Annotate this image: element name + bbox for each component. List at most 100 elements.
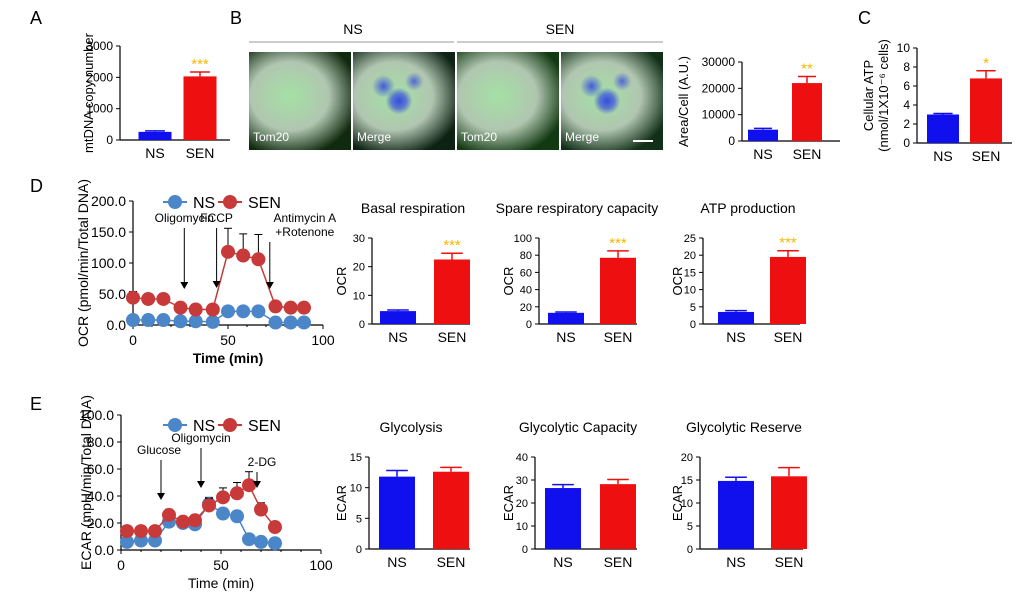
- data-point-ns: [221, 304, 235, 319]
- y-axis-label: OCR (pmol/min/Total DNA): [75, 179, 91, 347]
- data-point-sen: [268, 520, 282, 535]
- y-tick-label: 20: [516, 498, 528, 510]
- y-tick-label: 80: [520, 250, 532, 262]
- y-tick-label: 15: [681, 475, 693, 487]
- y-tick-label: 0: [359, 319, 365, 331]
- y-tick-label: 0: [728, 134, 735, 148]
- chart-title: Glycolytic Capacity: [519, 419, 637, 435]
- y-tick-label: 5: [356, 513, 362, 525]
- y-tick-label: 15: [684, 267, 696, 279]
- bar-ns: [138, 131, 172, 140]
- panel-letter-B: B: [230, 8, 242, 28]
- data-point-sen: [202, 498, 216, 513]
- y-tick-label: 0: [690, 319, 696, 331]
- micrograph-label: Merge: [357, 130, 392, 144]
- data-point-sen: [156, 291, 171, 306]
- data-point-sen: [173, 300, 188, 315]
- y-axis-label: OCR: [501, 267, 516, 296]
- significance-stars: ***: [191, 56, 209, 73]
- y-tick-label: 20: [684, 250, 696, 262]
- category-label: SEN: [604, 554, 633, 570]
- data-point-ns: [126, 313, 140, 328]
- panel-letter-E: E: [30, 394, 42, 414]
- legend-label: SEN: [248, 195, 281, 212]
- x-tick-label: 0: [129, 332, 137, 348]
- micrograph-2: Merge: [353, 52, 455, 150]
- legend-label: NS: [193, 418, 215, 435]
- category-label: NS: [753, 146, 772, 162]
- y-tick-label: 40.0: [87, 488, 114, 504]
- y-tick-label: 200.0: [91, 193, 126, 209]
- annotation-label: Antimycin A: [273, 211, 336, 225]
- category-label: SEN: [972, 148, 1001, 164]
- y-axis-label: Area/Cell (A.U.): [676, 56, 691, 147]
- data-point-ns: [156, 313, 171, 328]
- data-point-ns: [205, 314, 220, 329]
- y-tick-label: 0: [903, 136, 910, 150]
- y-axis-label: mtDNA copy number: [81, 32, 96, 153]
- group-label-ns: NS: [343, 21, 362, 37]
- annotation-label: Oligomycin: [155, 211, 214, 225]
- y-tick-label: 30000: [702, 55, 736, 69]
- y-tick-label: 10: [684, 285, 696, 297]
- y-tick-label: 30: [516, 475, 528, 487]
- category-label: SEN: [775, 554, 804, 570]
- y-tick-label: 25: [684, 233, 696, 245]
- category-label: SEN: [793, 146, 822, 162]
- category-label: NS: [553, 554, 572, 570]
- annotation-label-2: +Rotenone: [275, 225, 334, 239]
- data-point-ns: [188, 314, 203, 329]
- category-label: SEN: [437, 554, 466, 570]
- legend-label: NS: [193, 195, 215, 212]
- data-point-ns: [141, 313, 156, 328]
- y-tick-label: 2000: [86, 70, 113, 84]
- bar-ns: [545, 488, 581, 549]
- y-tick-label: 20: [353, 262, 365, 274]
- x-axis-label: Time (min): [193, 350, 264, 366]
- panel-letter-C: C: [858, 8, 871, 28]
- y-tick-label: 3000: [86, 39, 113, 53]
- y-tick-label: 30: [353, 233, 365, 245]
- data-point-sen: [205, 302, 220, 317]
- y-tick-label: 20: [520, 302, 532, 314]
- y-tick-label: 10: [516, 521, 528, 533]
- arrow-head: [265, 282, 274, 289]
- data-point-ns: [173, 314, 188, 329]
- y-tick-label: 100: [514, 233, 532, 245]
- scale-bar: [633, 140, 653, 142]
- legend-label: SEN: [248, 418, 281, 435]
- y-tick-label: 10: [681, 498, 693, 510]
- category-label: NS: [933, 148, 952, 164]
- y-tick-label: 10000: [702, 108, 736, 122]
- category-label: SEN: [438, 329, 467, 345]
- chart-title: Glycolytic Reserve: [686, 419, 802, 435]
- bar-sen: [771, 476, 807, 549]
- annotation-label: Glucose: [137, 443, 181, 457]
- micrograph-label: Tom20: [461, 130, 498, 144]
- data-point-sen: [176, 514, 190, 529]
- bar-sen: [433, 471, 469, 549]
- y-axis-label: ECAR (mpH/min/Total DNA): [78, 395, 94, 570]
- annotation-label: 2-DG: [248, 455, 277, 469]
- data-point-sen: [254, 502, 268, 517]
- micrograph-1: Tom20: [249, 52, 351, 150]
- data-point-sen: [162, 507, 176, 522]
- category-label: SEN: [186, 145, 215, 161]
- data-point-sen: [297, 300, 311, 315]
- y-tick-label: 0: [687, 544, 693, 556]
- arrow-head: [180, 282, 189, 289]
- bar-ns: [379, 476, 415, 549]
- category-label: SEN: [604, 329, 633, 345]
- bar-ns: [927, 114, 959, 143]
- data-point-ns: [251, 304, 266, 319]
- y-tick-label: 0: [356, 544, 362, 556]
- x-tick-label: 0: [117, 557, 125, 573]
- y-tick-label: 0.0: [107, 317, 127, 333]
- data-point-sen: [283, 300, 298, 315]
- data-point-sen: [188, 513, 202, 528]
- y-tick-label: 20000: [702, 81, 736, 95]
- chart-title: Basal respiration: [361, 200, 465, 216]
- data-point-ns: [230, 509, 244, 524]
- data-point-sen: [188, 302, 203, 317]
- data-point-sen: [251, 252, 266, 267]
